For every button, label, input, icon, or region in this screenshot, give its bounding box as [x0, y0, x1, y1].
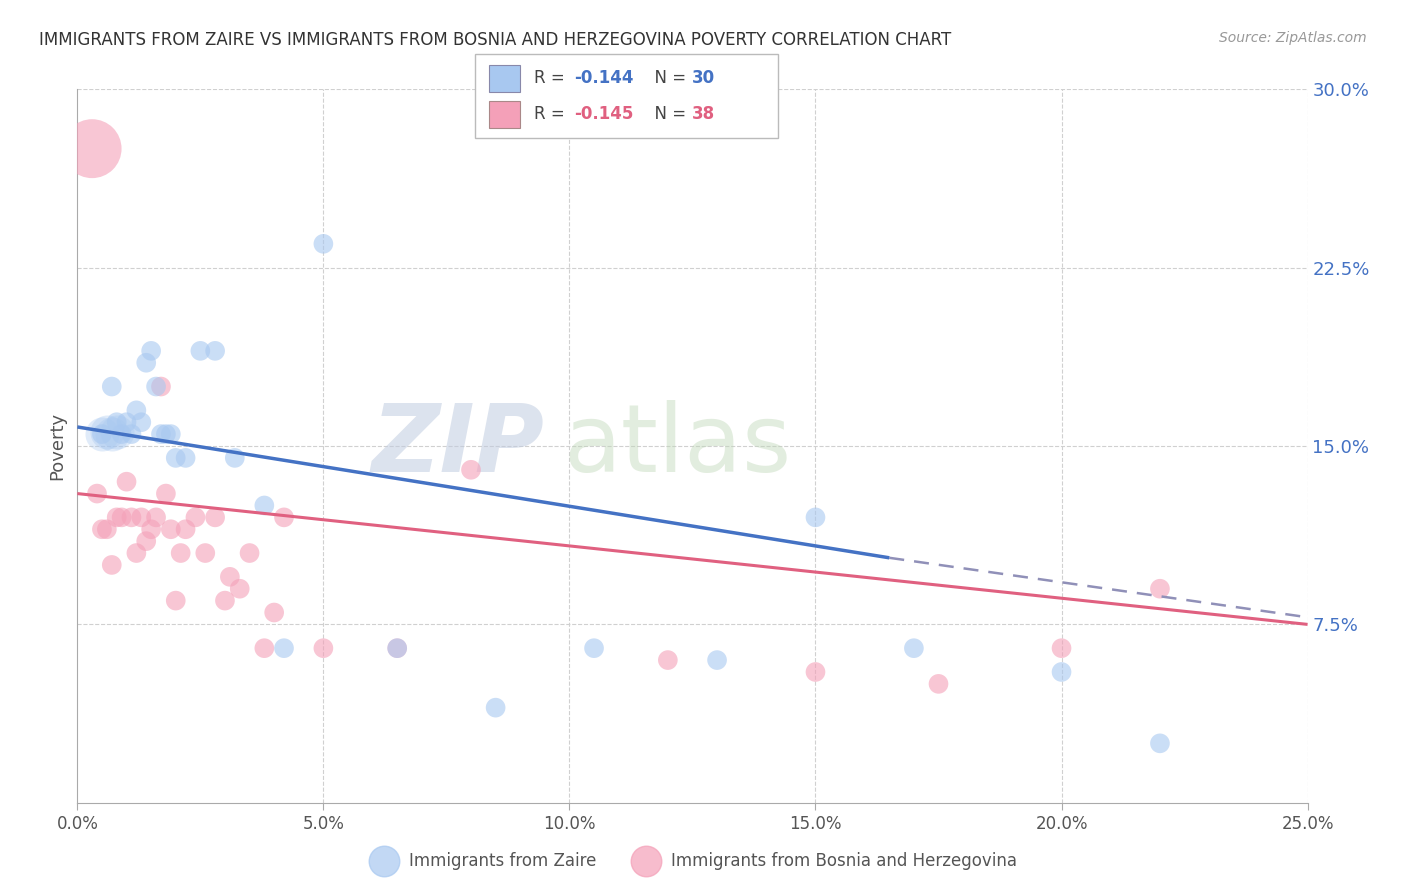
Point	[1149, 582, 1171, 596]
Point	[160, 427, 183, 442]
Point	[312, 236, 335, 251]
Point	[155, 486, 177, 500]
Point	[111, 510, 132, 524]
Point	[165, 593, 187, 607]
Point	[190, 343, 212, 358]
Point	[101, 558, 124, 572]
Point	[194, 546, 217, 560]
Point	[90, 427, 114, 442]
Point	[105, 425, 128, 439]
Point	[141, 343, 163, 358]
Point	[96, 425, 118, 439]
Point	[150, 427, 173, 442]
Point	[583, 641, 606, 656]
Text: IMMIGRANTS FROM ZAIRE VS IMMIGRANTS FROM BOSNIA AND HERZEGOVINA POVERTY CORRELAT: IMMIGRANTS FROM ZAIRE VS IMMIGRANTS FROM…	[39, 31, 952, 49]
Point	[214, 593, 236, 607]
Point	[125, 403, 148, 417]
Text: N =: N =	[644, 70, 692, 87]
Point	[170, 546, 193, 560]
Point	[204, 510, 226, 524]
Point	[928, 677, 950, 691]
Point	[229, 582, 252, 596]
Point	[253, 499, 276, 513]
Point	[96, 522, 118, 536]
Point	[1149, 736, 1171, 750]
Point	[160, 522, 183, 536]
Point	[125, 546, 148, 560]
Point	[219, 570, 242, 584]
Point	[184, 510, 207, 524]
Point	[86, 486, 108, 500]
Point	[135, 534, 157, 549]
Point	[804, 510, 827, 524]
Point	[165, 450, 187, 465]
Text: ZIP: ZIP	[373, 400, 546, 492]
Point	[1050, 641, 1073, 656]
Text: 38: 38	[692, 105, 714, 123]
Point	[105, 415, 128, 429]
Text: atlas: atlas	[564, 400, 792, 492]
Point	[312, 641, 335, 656]
Point	[101, 379, 124, 393]
Point	[135, 356, 157, 370]
Point	[804, 665, 827, 679]
Point	[263, 606, 285, 620]
Point	[239, 546, 262, 560]
Text: -0.145: -0.145	[574, 105, 633, 123]
Point	[706, 653, 728, 667]
Text: N =: N =	[644, 105, 692, 123]
Point	[387, 641, 409, 656]
Point	[121, 510, 143, 524]
Point	[131, 415, 153, 429]
Point	[90, 522, 114, 536]
Point	[145, 510, 167, 524]
Point	[387, 641, 409, 656]
Text: R =: R =	[534, 105, 571, 123]
Point	[115, 475, 138, 489]
Text: 30: 30	[692, 70, 714, 87]
Point	[82, 142, 104, 156]
Point	[155, 427, 177, 442]
Point	[101, 427, 124, 442]
Y-axis label: Poverty: Poverty	[48, 412, 66, 480]
Point	[273, 641, 295, 656]
Point	[253, 641, 276, 656]
Point	[111, 427, 132, 442]
Point	[224, 450, 246, 465]
Point	[90, 427, 114, 442]
Point	[145, 379, 167, 393]
Point	[141, 522, 163, 536]
Point	[131, 510, 153, 524]
Point	[903, 641, 925, 656]
Text: Source: ZipAtlas.com: Source: ZipAtlas.com	[1219, 31, 1367, 45]
Text: R =: R =	[534, 70, 571, 87]
Point	[485, 700, 508, 714]
Point	[657, 653, 679, 667]
Text: -0.144: -0.144	[574, 70, 633, 87]
Point	[174, 522, 197, 536]
Point	[1050, 665, 1073, 679]
Point	[115, 415, 138, 429]
Point	[150, 379, 173, 393]
Legend: Immigrants from Zaire, Immigrants from Bosnia and Herzegovina: Immigrants from Zaire, Immigrants from B…	[361, 846, 1024, 877]
Point	[204, 343, 226, 358]
Point	[105, 510, 128, 524]
Point	[460, 463, 482, 477]
Point	[273, 510, 295, 524]
Point	[174, 450, 197, 465]
Point	[121, 427, 143, 442]
